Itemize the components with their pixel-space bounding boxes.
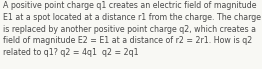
Text: A positive point charge q1 creates an electric field of magnitude
E1 at a spot l: A positive point charge q1 creates an el… [3, 1, 261, 57]
